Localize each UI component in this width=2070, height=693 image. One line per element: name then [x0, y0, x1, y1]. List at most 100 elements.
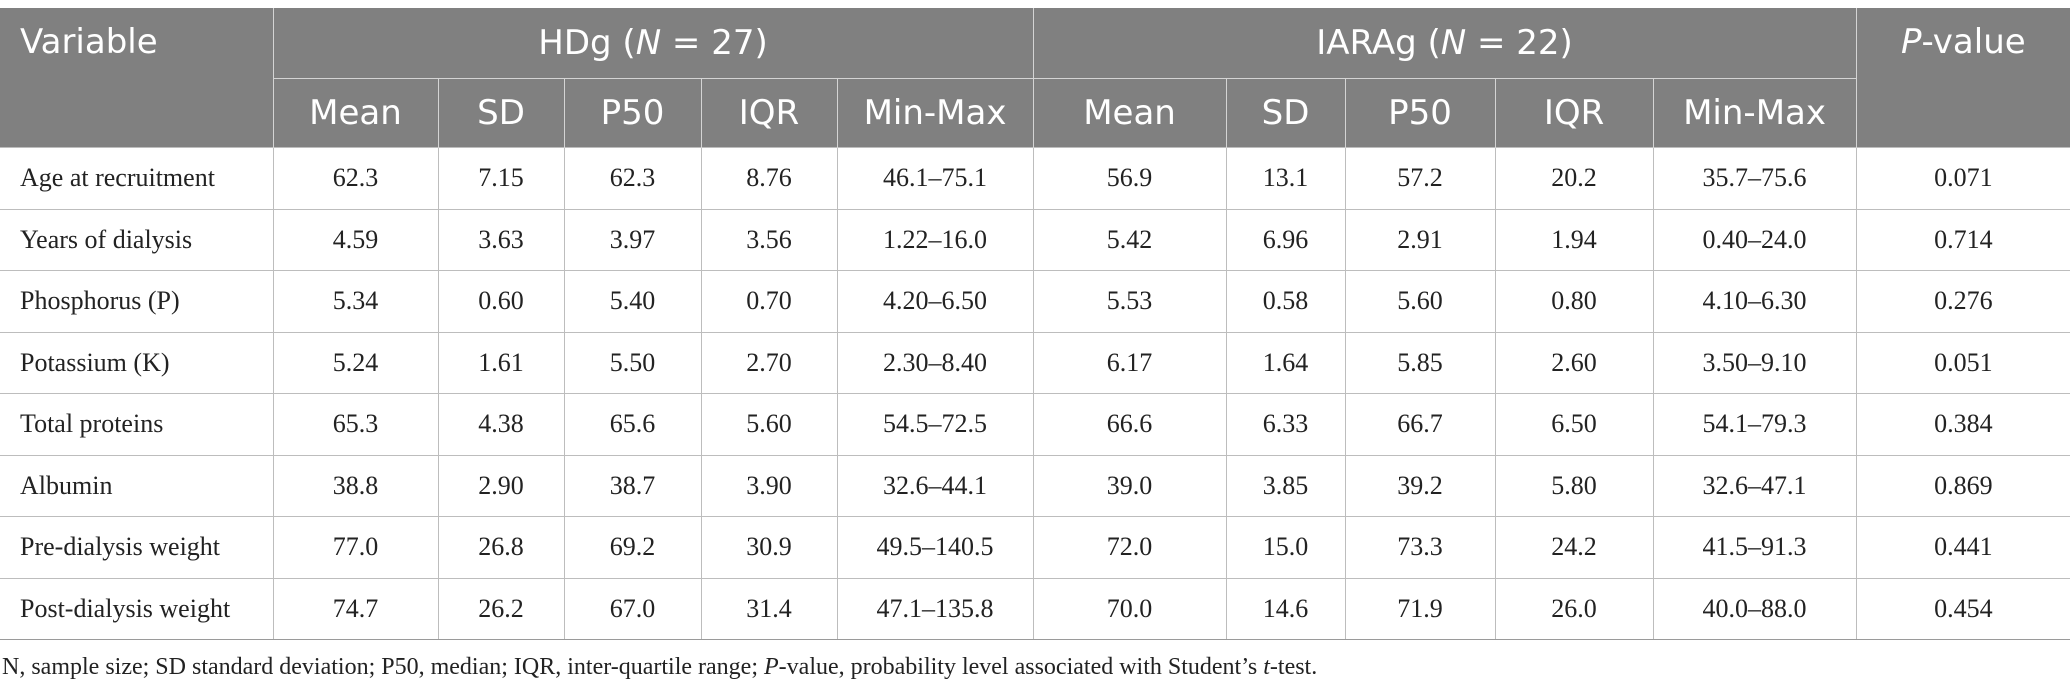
hdg-p50-cell: 62.3 [563, 147, 702, 210]
iarag-minmax-cell: 41.5–91.3 [1652, 516, 1857, 579]
row-label: Age at recruitment [0, 147, 274, 210]
iarag-mean-cell: 72.0 [1032, 516, 1227, 579]
iarag-sd-cell: 13.1 [1225, 147, 1346, 210]
pvalue-cell: 0.714 [1855, 208, 2070, 271]
table-body: Age at recruitment 62.3 7.15 62.3 8.76 46.1–7… [0, 147, 2070, 640]
hdg-minmax-cell: 47.1–135.8 [836, 577, 1034, 640]
iarag-minmax-cell: 4.10–6.30 [1652, 270, 1857, 333]
iarag-p50-cell: 57.2 [1344, 147, 1496, 210]
iarag-sd-cell: 0.58 [1225, 270, 1346, 333]
table-row: Phosphorus (P) 5.34 0.60 5.40 0.70 4.20–6.50 5… [0, 270, 2070, 333]
iarag-p50-cell: 5.60 [1344, 270, 1496, 333]
row-label: Potassium (K) [0, 331, 274, 394]
header-hdg-iqr: IQR [700, 78, 838, 148]
iarag-sd-cell: 6.96 [1225, 208, 1346, 271]
iarag-mean-cell: 5.42 [1032, 208, 1227, 271]
hdg-p50-cell: 3.97 [563, 208, 702, 271]
hdg-minmax-cell: 46.1–75.1 [836, 147, 1034, 210]
header-row-subcolumns: Mean SD P50 IQR Min-Max Mean SD P50 IQR … [0, 78, 2070, 148]
table-row: Potassium (K) 5.24 1.61 5.50 2.70 2.30–8.40 6.… [0, 331, 2070, 394]
hdg-mean-cell: 5.34 [272, 270, 439, 333]
iarag-iqr-cell: 20.2 [1494, 147, 1654, 210]
hdg-mean-cell: 5.24 [272, 331, 439, 394]
table-footnote: N, sample size; SD standard deviation; P… [2, 654, 1318, 680]
hdg-iqr-cell: 0.70 [700, 270, 838, 333]
hdg-sd-cell: 0.60 [437, 270, 565, 333]
pvalue-cell: 0.276 [1855, 270, 2070, 333]
iarag-mean-cell: 66.6 [1032, 393, 1227, 456]
row-label: Albumin [0, 454, 274, 517]
row-label: Phosphorus (P) [0, 270, 274, 333]
hdg-iqr-cell: 5.60 [700, 393, 838, 456]
hdg-mean-cell: 4.59 [272, 208, 439, 271]
iarag-iqr-cell: 2.60 [1494, 331, 1654, 394]
hdg-mean-cell: 77.0 [272, 516, 439, 579]
iarag-iqr-cell: 26.0 [1494, 577, 1654, 640]
hdg-iqr-cell: 30.9 [700, 516, 838, 579]
iarag-iqr-cell: 24.2 [1494, 516, 1654, 579]
data-table: Variable HDg (N = 27) IARAg (N = 22) P-v… [0, 8, 2070, 640]
hdg-minmax-cell: 54.5–72.5 [836, 393, 1034, 456]
iarag-iqr-cell: 0.80 [1494, 270, 1654, 333]
hdg-minmax-cell: 32.6–44.1 [836, 454, 1034, 517]
hdg-iqr-cell: 31.4 [700, 577, 838, 640]
table-row: Pre-dialysis weight 77.0 26.8 69.2 30.9 49.5–… [0, 516, 2070, 579]
iarag-mean-cell: 5.53 [1032, 270, 1227, 333]
iarag-sd-cell: 14.6 [1225, 577, 1346, 640]
header-hdg-mean: Mean [273, 78, 439, 148]
hdg-mean-cell: 65.3 [272, 393, 439, 456]
header-hdg-sd: SD [437, 78, 565, 148]
table-row: Albumin 38.8 2.90 38.7 3.90 32.6–44.1 39.0 3.85… [0, 454, 2070, 517]
header-row-groups: Variable HDg (N = 27) IARAg (N = 22) P-v… [0, 8, 2070, 148]
table-row: Age at recruitment 62.3 7.15 62.3 8.76 46.1–7… [0, 147, 2070, 210]
hdg-mean-cell: 38.8 [272, 454, 439, 517]
iarag-p50-cell: 73.3 [1344, 516, 1496, 579]
hdg-iqr-cell: 3.90 [700, 454, 838, 517]
header-iarag-mean: Mean [1032, 78, 1227, 148]
header-group-hdg: HDg (N = 27) [272, 8, 1034, 79]
hdg-minmax-cell: 2.30–8.40 [836, 331, 1034, 394]
header-hdg-p50: P50 [563, 78, 702, 148]
hdg-p50-cell: 67.0 [563, 577, 702, 640]
iarag-mean-cell: 39.0 [1032, 454, 1227, 517]
row-label: Post-dialysis weight [0, 577, 274, 640]
hdg-p50-cell: 5.50 [563, 331, 702, 394]
header-iarag-iqr: IQR [1494, 78, 1654, 148]
header-hdg-minmax: Min-Max [836, 78, 1034, 148]
iarag-minmax-cell: 0.40–24.0 [1652, 208, 1857, 271]
row-label: Years of dialysis [0, 208, 274, 271]
row-label: Total proteins [0, 393, 274, 456]
hdg-minmax-cell: 49.5–140.5 [836, 516, 1034, 579]
iarag-p50-cell: 2.91 [1344, 208, 1496, 271]
iarag-p50-cell: 5.85 [1344, 331, 1496, 394]
iarag-iqr-cell: 6.50 [1494, 393, 1654, 456]
hdg-sd-cell: 3.63 [437, 208, 565, 271]
hdg-p50-cell: 5.40 [563, 270, 702, 333]
iarag-p50-cell: 66.7 [1344, 393, 1496, 456]
hdg-sd-cell: 1.61 [437, 331, 565, 394]
hdg-sd-cell: 26.2 [437, 577, 565, 640]
hdg-p50-cell: 38.7 [563, 454, 702, 517]
iarag-sd-cell: 1.64 [1225, 331, 1346, 394]
iarag-minmax-cell: 54.1–79.3 [1652, 393, 1857, 456]
pvalue-cell: 0.441 [1855, 516, 2070, 579]
row-label: Pre-dialysis weight [0, 516, 274, 579]
hdg-sd-cell: 2.90 [437, 454, 565, 517]
hdg-iqr-cell: 3.56 [700, 208, 838, 271]
hdg-iqr-cell: 2.70 [700, 331, 838, 394]
table-row: Total proteins 65.3 4.38 65.6 5.60 54.5–72.5 6… [0, 393, 2070, 456]
header-pvalue: P-value [1855, 8, 2070, 148]
iarag-minmax-cell: 3.50–9.10 [1652, 331, 1857, 394]
pvalue-cell: 0.051 [1855, 331, 2070, 394]
hdg-iqr-cell: 8.76 [700, 147, 838, 210]
header-variable: Variable [0, 8, 274, 148]
table-container: Variable HDg (N = 27) IARAg (N = 22) P-v… [0, 8, 2070, 681]
iarag-sd-cell: 6.33 [1225, 393, 1346, 456]
iarag-minmax-cell: 35.7–75.6 [1652, 147, 1857, 210]
header-iarag-minmax: Min-Max [1652, 78, 1857, 148]
header-group-iarag: IARAg (N = 22) [1032, 8, 1857, 79]
iarag-mean-cell: 70.0 [1032, 577, 1227, 640]
pvalue-cell: 0.869 [1855, 454, 2070, 517]
iarag-p50-cell: 71.9 [1344, 577, 1496, 640]
hdg-minmax-cell: 1.22–16.0 [836, 208, 1034, 271]
